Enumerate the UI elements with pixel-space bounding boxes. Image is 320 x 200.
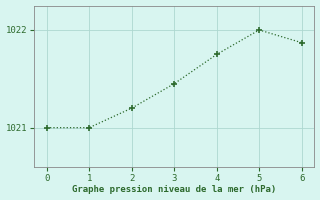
- X-axis label: Graphe pression niveau de la mer (hPa): Graphe pression niveau de la mer (hPa): [72, 185, 276, 194]
